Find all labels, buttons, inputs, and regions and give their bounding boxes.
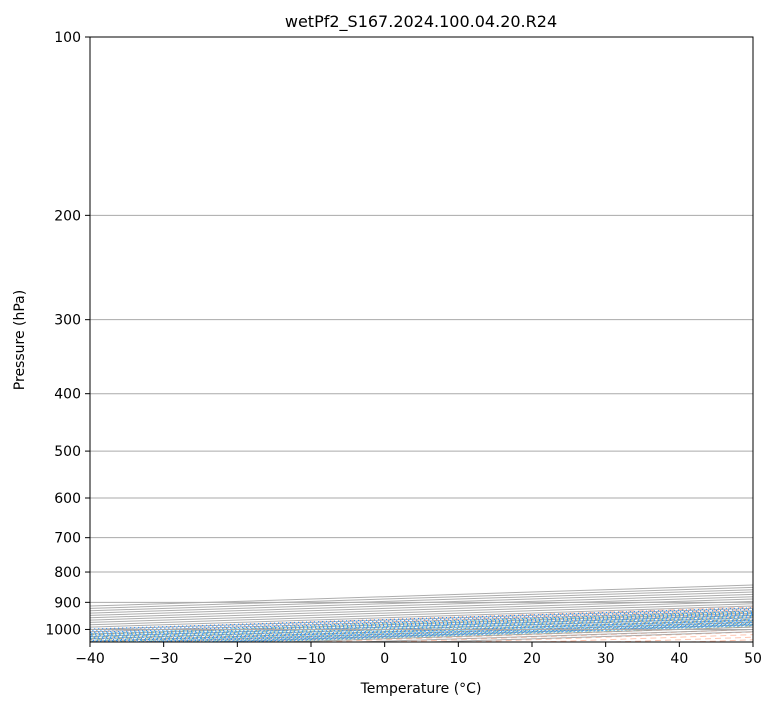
dry-adiabat <box>90 613 753 638</box>
isotherm-line <box>136 621 753 642</box>
isotherm-line <box>90 614 753 637</box>
y-tick-label: 400 <box>54 387 81 403</box>
x-tick-label: −10 <box>296 651 326 667</box>
isotherm-line <box>90 603 753 626</box>
dry-adiabat <box>465 631 753 642</box>
moist-adiabat <box>90 616 753 640</box>
isotherm-line <box>90 619 753 642</box>
dry-adiabat <box>90 616 753 641</box>
isotherm-line <box>431 631 753 642</box>
y-tick-label: 800 <box>54 565 81 581</box>
x-tick-label: −20 <box>223 651 253 667</box>
isotherm-line <box>90 596 753 619</box>
chart-title: wetPf2_S167.2024.100.04.20.R24 <box>285 12 557 32</box>
isotherm-line <box>210 624 753 642</box>
moist-adiabat <box>90 610 753 635</box>
y-tick-label: 600 <box>54 491 81 507</box>
y-axis-label: Pressure (hPa) <box>12 290 28 390</box>
moist-adiabat <box>210 623 753 642</box>
isotherm-line <box>90 610 753 633</box>
moist-adiabat <box>90 612 753 636</box>
x-tick-label: 10 <box>449 651 467 667</box>
isotherm-line <box>90 584 753 607</box>
isotherm-line <box>90 589 753 612</box>
isotherm-line <box>357 628 753 642</box>
x-tick-label: −30 <box>149 651 179 667</box>
isotherm-line <box>283 626 753 642</box>
moist-adiabat <box>247 624 753 642</box>
background-lines <box>90 38 775 642</box>
y-tick-label: 300 <box>54 313 81 329</box>
y-axis: 100 200 300 400 500 600 700 800 900 1000 <box>45 30 90 638</box>
moist-adiabat <box>283 626 753 642</box>
isotherm-line <box>90 591 753 614</box>
dry-adiabat <box>390 628 753 642</box>
dry-adiabat <box>765 38 775 642</box>
dry-adiabat <box>241 623 753 642</box>
dry-adiabat <box>689 639 753 642</box>
moist-adiabat <box>90 618 753 642</box>
isotherm-line <box>90 600 753 623</box>
dry-adiabat <box>90 609 753 633</box>
x-tick-label: 30 <box>597 651 615 667</box>
y-tick-label: 700 <box>54 531 81 547</box>
dry-adiabat <box>166 621 753 642</box>
isotherm-line <box>90 586 753 609</box>
isotherm-line <box>90 617 753 640</box>
y-tick-label: 1000 <box>45 622 81 638</box>
moist-adiabat <box>173 622 753 642</box>
moist-adiabat <box>90 617 753 641</box>
isotherm-line <box>90 607 753 630</box>
moist-adiabat <box>99 619 753 642</box>
x-axis-label: Temperature (°C) <box>360 681 482 697</box>
x-axis: −40 −30 −20 −10 0 10 20 30 40 50 <box>75 642 762 667</box>
y-tick-label: 900 <box>54 595 81 611</box>
moist-adiabat <box>90 613 753 637</box>
moist-adiabat <box>136 621 753 642</box>
x-tick-label: 40 <box>670 651 688 667</box>
dry-adiabat <box>90 611 753 635</box>
dry-adiabat <box>316 626 753 642</box>
isotherm-line <box>90 593 753 616</box>
dry-adiabat <box>92 618 753 642</box>
isotherm-line <box>90 612 753 635</box>
isotherm-line <box>90 605 753 628</box>
mixing-ratio-line <box>90 607 753 630</box>
plot-frame <box>89 36 754 643</box>
moist-adiabat <box>90 614 753 638</box>
y-tick-label: 200 <box>54 208 81 224</box>
dry-adiabat <box>615 636 753 642</box>
y-tick-label: 100 <box>54 30 81 46</box>
grid <box>90 36 753 630</box>
x-tick-label: 20 <box>523 651 541 667</box>
x-tick-label: −40 <box>75 651 105 667</box>
dry-adiabat <box>90 606 753 630</box>
x-tick-label: 0 <box>380 651 389 667</box>
x-tick-label: 50 <box>744 651 762 667</box>
y-tick-label: 500 <box>54 444 81 460</box>
dry-adiabat <box>540 634 753 642</box>
isotherm-line <box>90 598 753 621</box>
